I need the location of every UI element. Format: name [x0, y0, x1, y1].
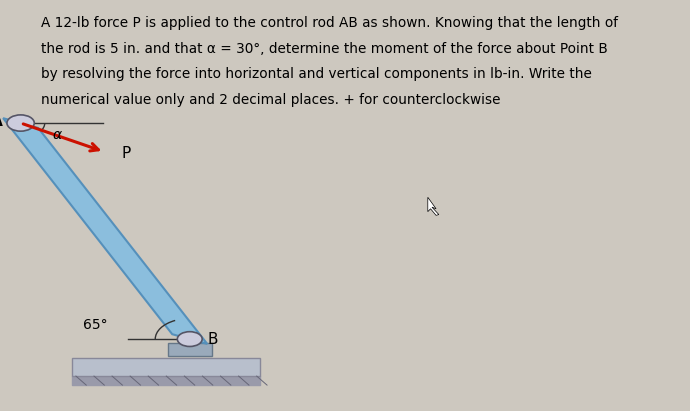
Text: A 12-lb force P is applied to the control rod AB as shown. Knowing that the leng: A 12-lb force P is applied to the contro…	[41, 16, 618, 30]
Text: B: B	[207, 332, 217, 346]
Text: A: A	[0, 112, 3, 130]
Polygon shape	[3, 118, 207, 344]
Polygon shape	[168, 343, 212, 356]
Text: by resolving the force into horizontal and vertical components in lb-in. Write t: by resolving the force into horizontal a…	[41, 67, 592, 81]
Circle shape	[177, 332, 202, 346]
Text: 65°: 65°	[83, 318, 108, 332]
Text: P: P	[121, 146, 131, 162]
Text: $\alpha$: $\alpha$	[52, 129, 63, 143]
Circle shape	[7, 115, 34, 131]
Polygon shape	[428, 197, 439, 215]
Text: numerical value only and 2 decimal places. + for counterclockwise: numerical value only and 2 decimal place…	[41, 93, 501, 107]
Text: the rod is 5 in. and that α = 30°, determine the moment of the force about Point: the rod is 5 in. and that α = 30°, deter…	[41, 42, 608, 56]
Polygon shape	[72, 358, 260, 376]
